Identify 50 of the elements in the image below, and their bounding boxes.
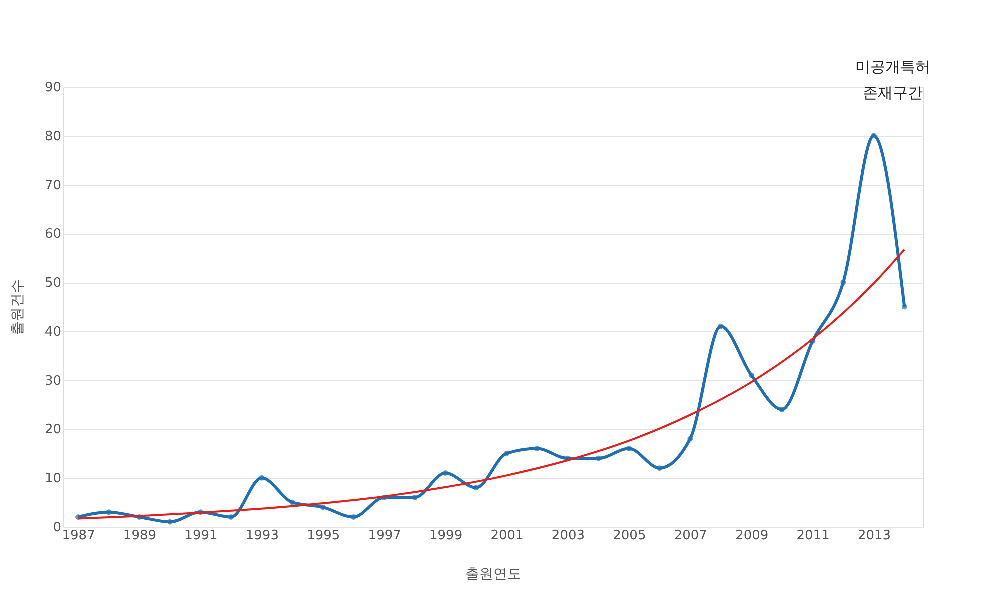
y-tick-label: 50 <box>44 276 62 292</box>
y-tick-label: 70 <box>44 178 62 194</box>
y-tick-label: 20 <box>44 422 62 438</box>
point <box>902 304 908 310</box>
point <box>534 446 540 452</box>
y-tick-label: 40 <box>44 324 62 340</box>
y-tick-label: 30 <box>44 374 62 389</box>
point <box>840 280 846 286</box>
point <box>259 475 265 481</box>
x-tick-label: 2007 <box>674 528 708 544</box>
x-tick-label: 1991 <box>184 528 218 544</box>
x-tick-label: 2005 <box>613 528 646 544</box>
point <box>688 436 694 442</box>
point <box>779 406 785 412</box>
point <box>626 446 632 452</box>
point <box>167 519 173 525</box>
point <box>290 500 296 506</box>
y-axis-title: 출원건수 <box>10 280 26 336</box>
point <box>228 514 234 520</box>
x-tick-label: 2003 <box>552 528 586 544</box>
y-tick-label: 80 <box>44 129 62 144</box>
x-tick-label: 1995 <box>307 528 340 544</box>
annotation: 미공개특허 존재구간 <box>856 58 930 102</box>
line-series <box>77 248 906 520</box>
point <box>412 494 418 500</box>
point <box>871 133 877 139</box>
x-tick-label: 2001 <box>490 528 524 544</box>
point <box>351 514 356 520</box>
x-tick-label: 1993 <box>246 528 279 544</box>
point <box>748 372 754 378</box>
point <box>596 456 602 462</box>
x-tick-label: 2013 <box>858 528 892 544</box>
x-tick-label: 1997 <box>368 528 402 544</box>
x-tick-label: 2009 <box>736 528 769 544</box>
point <box>718 324 724 330</box>
x-axis-title: 출원연도 <box>466 566 522 582</box>
y-tick-label: 0 <box>53 520 62 536</box>
point <box>473 485 479 491</box>
point <box>657 466 663 472</box>
point <box>320 504 326 510</box>
point <box>442 470 448 476</box>
x-tick-label: 1987 <box>62 528 96 544</box>
y-tick-label: 60 <box>44 227 62 242</box>
x-tick-label: 1999 <box>430 528 463 544</box>
y-tick-label: 90 <box>44 80 62 96</box>
x-tick-label: 1989 <box>123 528 157 544</box>
y-tick-label: 10 <box>44 472 62 487</box>
point <box>106 510 112 516</box>
x-tick-label: 2011 <box>796 528 830 544</box>
point <box>504 450 510 456</box>
